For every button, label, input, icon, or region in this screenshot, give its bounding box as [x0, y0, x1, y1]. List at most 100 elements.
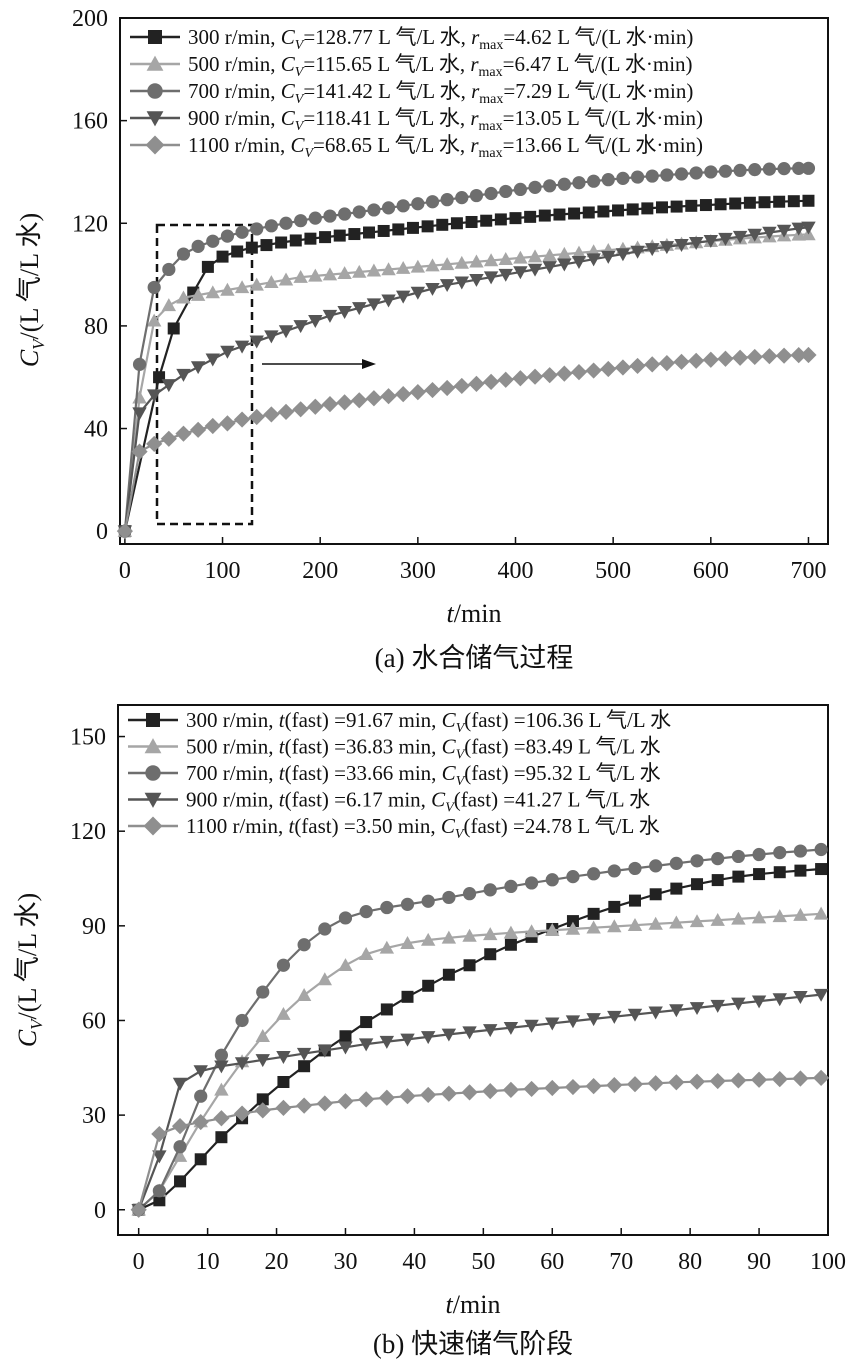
chart-a-series-4-point	[497, 371, 514, 388]
chart-a-series-0-point	[641, 202, 654, 215]
chart-b-series-4-point	[192, 1113, 209, 1131]
chart-a-series-1-point	[337, 266, 352, 280]
chart-b-legend-entry: 700 r/min, t(fast) =33.66 min, CV(fast) …	[186, 761, 661, 789]
chart-a-series-3-point	[483, 271, 499, 285]
chart-b-series-1-point	[731, 911, 746, 925]
chart-b-xtick-label: 90	[747, 1249, 771, 1275]
chart-b-series-0-point	[339, 1030, 352, 1043]
chart-b-series-2-point	[793, 844, 808, 858]
chart-a-series-2-point	[132, 357, 147, 371]
chart-b-series-4-point	[606, 1077, 623, 1094]
chart-a-series-2-point	[352, 205, 366, 219]
chart-a-series-2-point	[176, 247, 191, 261]
chart-b-series-0-point	[670, 882, 683, 895]
chart-a-series-1-point	[366, 263, 382, 277]
chart-a-series-0-point	[655, 201, 668, 214]
chart-b-series-4-point	[730, 1072, 747, 1089]
chart-b-series-line-4	[137, 1076, 822, 1211]
chart-a-xtick-label: 700	[790, 558, 826, 584]
chart-a-series-4-point	[263, 406, 280, 423]
chart-b-frame	[117, 704, 829, 1236]
chart-b-series-2-point	[566, 870, 580, 884]
chart-a-series-1-point	[205, 285, 220, 299]
chart-b-series-2-point	[690, 854, 704, 868]
chart-a-series-0-point	[626, 203, 639, 216]
chart-b-series-4-point	[399, 1088, 416, 1105]
chart-b-ytick-label: 0	[94, 1198, 106, 1224]
chart-a-series-3-point	[732, 230, 748, 244]
chart-a-series-0-point	[685, 199, 698, 212]
chart-a-series-4-point	[321, 396, 339, 413]
chart-a-xlabel: t/min	[447, 599, 502, 628]
chart-a-series-2-point	[191, 239, 205, 253]
chart-a-legend-marker	[148, 30, 162, 44]
chart-b-series-1-point	[545, 923, 560, 937]
chart-b-series-4-point	[709, 1072, 726, 1090]
chart-b-series-1-point	[689, 914, 705, 928]
chart-a-series-1-point	[498, 251, 513, 265]
chart-a-series-1-point	[161, 298, 177, 312]
chart-a-series-2-point	[396, 199, 410, 213]
chart-a-series-0-point	[802, 194, 815, 207]
chart-a-series-4-point	[800, 346, 817, 364]
chart-a-series-2-point	[645, 169, 659, 183]
chart-a-series-1-point	[190, 287, 206, 301]
chart-b-series-3-point	[751, 995, 767, 1009]
chart-b-legend-entry: 500 r/min, t(fast) =36.83 min, CV(fast) …	[186, 735, 661, 763]
chart-a-series-1-point	[249, 277, 264, 291]
chart-a-series-2-point	[543, 179, 557, 193]
chart-a-series-3-point	[337, 306, 352, 319]
chart-b-xtick-label: 80	[678, 1249, 702, 1275]
chart-b-series-0-point	[401, 990, 414, 1003]
chart-a-legend-entry: 700 r/min, CV=141.42 L 气/L 水, rmax=7.29 …	[188, 79, 693, 107]
chart-a-series-4-point	[570, 363, 588, 381]
chart-b-xtick-label: 100	[810, 1249, 846, 1275]
chart-a-series-3-point	[527, 263, 543, 277]
chart-a-series-4-point	[146, 435, 163, 453]
chart-a-series-4-point	[307, 398, 324, 415]
chart-a-series-0-point	[319, 231, 332, 244]
chart-b-series-2-point	[359, 905, 373, 919]
chart-b-series-0-point	[773, 866, 786, 879]
chart-a-series-3-point	[557, 258, 572, 272]
chart-a-series-4-point	[585, 362, 602, 379]
chart-b-series-3-point	[483, 1024, 498, 1038]
chart-b-series-1-point	[255, 1029, 270, 1043]
chart-b-series-0-point	[794, 864, 807, 877]
chart-b-series-3-point	[503, 1021, 519, 1035]
chart-a-series-2-point	[220, 229, 235, 243]
chart-a-legend-marker	[146, 111, 164, 127]
chart-a-series-2-point	[367, 203, 381, 217]
chart-b-series-2-point	[814, 842, 828, 857]
chart-a-series-1-point	[469, 254, 484, 268]
chart-a-series-1-point	[278, 272, 294, 286]
chart-b-xtick-label: 20	[265, 1249, 289, 1275]
chart-a-series-2-point	[674, 167, 689, 181]
chart-a-series-4-point	[468, 375, 485, 392]
chart-a-series-4-point	[673, 353, 690, 370]
chart-a-series-0-point	[450, 217, 463, 230]
chart-b-series-0-point	[649, 888, 662, 901]
chart-b-series-2-point	[256, 985, 270, 999]
chart-a-series-3-point	[176, 368, 191, 382]
chart-b-series-3-point	[214, 1060, 229, 1074]
chart-a-series-2-point	[440, 193, 454, 207]
chart-b-series-2-point	[276, 958, 291, 972]
chart-b-legend-entry: 300 r/min, t(fast) =91.67 min, CV(fast) …	[186, 708, 671, 736]
chart-a-series-4-point	[116, 523, 133, 540]
chart-b-series-4-point	[151, 1125, 168, 1143]
chart-a-xtick-label: 100	[205, 558, 241, 584]
chart-a-series-3-point	[264, 330, 279, 344]
chart-b-series-line-2	[137, 848, 822, 1211]
chart-a-ytick-label: 200	[72, 6, 108, 32]
chart-b-series-2-point	[504, 879, 518, 893]
chart-a-series-2-point	[801, 161, 816, 175]
chart-a-series-3-point	[352, 302, 367, 316]
chart-a-series-3-point	[249, 335, 264, 349]
chart-a-series-3-point	[425, 282, 440, 296]
chart-b-ytick-label: 150	[70, 725, 106, 751]
chart-a-series-1-point	[132, 390, 147, 404]
chart-a-series-1-point	[542, 248, 557, 262]
chart-b-ytick-label: 30	[82, 1103, 106, 1129]
chart-b-series-0-point	[566, 915, 579, 928]
